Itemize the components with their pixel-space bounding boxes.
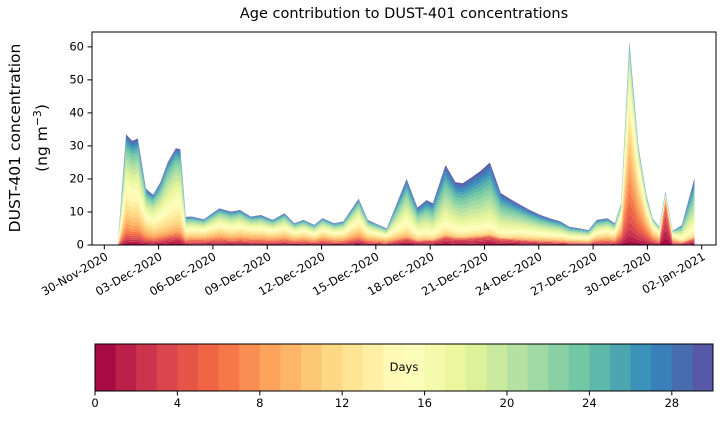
colorbar-segment (548, 344, 570, 391)
colorbar-segment (156, 344, 178, 391)
colorbar-segment (507, 344, 528, 391)
y-tick-label: 60 (69, 39, 84, 54)
y-axis-unit-label: (ng m−3) (31, 104, 51, 172)
colorbar-segment (568, 344, 590, 391)
colorbar-segment (280, 344, 302, 391)
colorbar-tick-label: 4 (173, 396, 182, 410)
colorbar-segment (259, 344, 281, 391)
colorbar-segment (239, 344, 261, 391)
y-tick-label: 30 (69, 138, 84, 153)
colorbar-segment (95, 344, 116, 391)
age-layer-19d (117, 62, 695, 244)
colorbar-segment (486, 344, 508, 391)
colorbar-segment (671, 344, 693, 391)
colorbar (94, 343, 714, 396)
colorbar-segment (404, 344, 425, 391)
colorbar-segment (177, 344, 199, 391)
colorbar-segment (301, 344, 322, 391)
colorbar-segment (362, 344, 384, 391)
y-tick-label: 20 (69, 171, 84, 186)
colorbar-segment (692, 344, 714, 391)
y-tick-label: 50 (69, 72, 84, 87)
colorbar-tick-label: 12 (334, 396, 350, 410)
chart-title: Age contribution to DUST-401 concentrati… (239, 6, 569, 22)
colorbar-segment (651, 344, 673, 391)
colorbar-tick-label: 28 (664, 396, 680, 410)
colorbar-segment (445, 344, 467, 391)
colorbar-segment (218, 344, 240, 391)
colorbar-segment (589, 344, 611, 391)
colorbar-segment (136, 344, 158, 391)
colorbar-segment (342, 344, 364, 391)
colorbar-segment (527, 344, 549, 391)
colorbar-segment (198, 344, 219, 391)
colorbar-segment (383, 344, 405, 391)
age-layer-18d (117, 67, 695, 244)
axes-spines (91, 31, 717, 246)
colorbar-segment (610, 344, 631, 391)
y-tick-label: 0 (76, 237, 84, 252)
colorbar-segment (630, 344, 652, 391)
colorbar-segment (115, 344, 137, 391)
y-axis-label: DUST-401 concentration (6, 43, 24, 233)
colorbar-label: Days (389, 360, 419, 374)
colorbar-tick-label: 8 (256, 396, 264, 410)
colorbar-tick-label: 16 (417, 396, 432, 410)
y-axis-unit-exponent: −3 (30, 110, 44, 127)
y-axis-unit-suffix: ) (33, 104, 52, 111)
colorbar-outline (94, 343, 714, 392)
age-layer-0d (117, 237, 695, 245)
colorbar-tick-label: 24 (582, 396, 597, 410)
colorbar-segment (321, 344, 343, 391)
age-layers (117, 41, 695, 245)
y-tick-label: 40 (69, 105, 84, 120)
colorbar-segment (424, 344, 446, 391)
colorbar-tick-label: 0 (91, 396, 99, 410)
y-axis-unit-prefix: (ng m (33, 126, 52, 172)
colorbar-segment (465, 344, 487, 391)
colorbar-tick-label: 20 (499, 396, 515, 410)
y-tick-label: 10 (69, 204, 84, 219)
